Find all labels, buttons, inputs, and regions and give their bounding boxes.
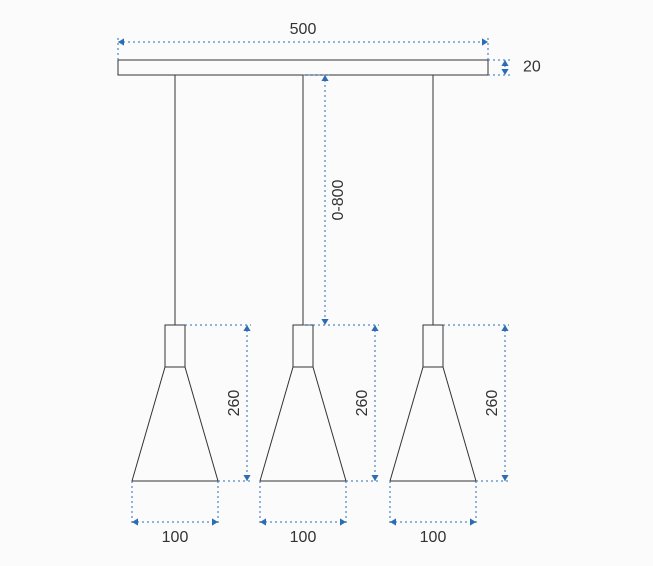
shade-0 bbox=[132, 367, 218, 481]
ceiling-bar bbox=[118, 60, 488, 75]
holder-1 bbox=[293, 325, 313, 367]
dim-bar-width: 500 bbox=[290, 21, 317, 38]
dim-bar-height: 20 bbox=[523, 59, 541, 76]
holder-0 bbox=[165, 325, 185, 367]
dim-cord-length: 0-800 bbox=[330, 179, 347, 220]
dim-pendant-width-1: 100 bbox=[290, 529, 317, 546]
shade-1 bbox=[260, 367, 346, 481]
shade-2 bbox=[390, 367, 476, 481]
dim-pendant-height-1: 260 bbox=[354, 390, 371, 417]
holder-2 bbox=[423, 325, 443, 367]
dim-pendant-height-2: 260 bbox=[484, 390, 501, 417]
dim-pendant-width-2: 100 bbox=[420, 529, 447, 546]
dim-pendant-width-0: 100 bbox=[162, 529, 189, 546]
dim-pendant-height-0: 260 bbox=[226, 390, 243, 417]
